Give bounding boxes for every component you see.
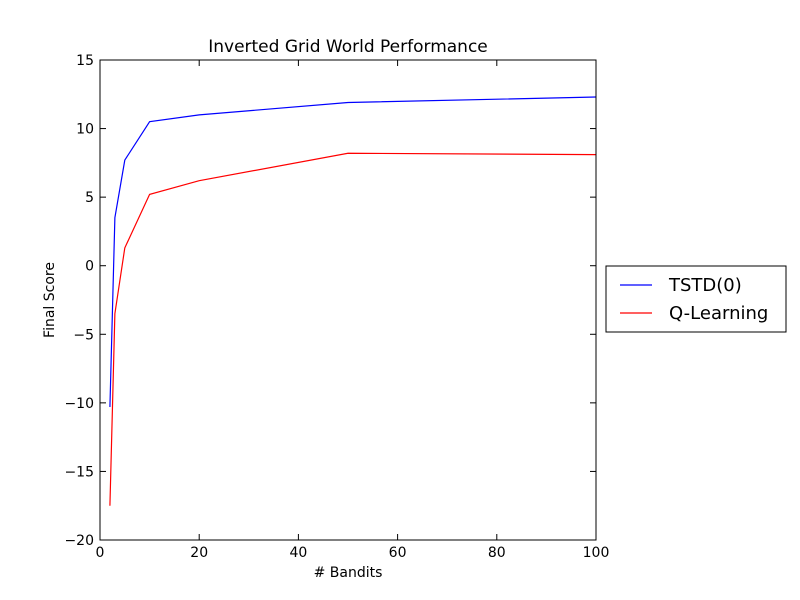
chart-title: Inverted Grid World Performance — [208, 37, 488, 57]
y-tick-label: −20 — [64, 533, 94, 549]
x-axis-title: # Bandits — [314, 565, 383, 581]
y-tick-label: −10 — [64, 396, 94, 412]
x-tick-label: 20 — [190, 545, 208, 561]
y-tick-label: 0 — [85, 259, 94, 275]
y-tick-label: 10 — [76, 122, 94, 138]
legend-label-0: TSTD(0) — [668, 275, 742, 296]
legend-label-1: Q-Learning — [669, 303, 768, 324]
series-line-0 — [109, 96, 597, 407]
x-tick-label: 40 — [289, 545, 307, 561]
legend-box — [605, 265, 787, 333]
plot-frame — [99, 59, 597, 541]
y-tick-label: −5 — [73, 327, 94, 343]
x-tick-label: 80 — [488, 545, 506, 561]
x-tick-label: 60 — [389, 545, 407, 561]
y-axis-title: Final Score — [42, 262, 58, 338]
y-tick-label: −15 — [64, 464, 94, 480]
legend: TSTD(0) Q-Learning — [605, 265, 787, 333]
ticks-layer: 0 20 40 60 80 100 −20 −15 −10 −5 0 5 10 15 — [64, 53, 609, 561]
x-tick-label: 0 — [96, 545, 105, 561]
series-layer — [109, 96, 597, 506]
y-tick-label: 15 — [76, 53, 94, 69]
x-tick-label: 100 — [583, 545, 610, 561]
series-line-1 — [109, 152, 597, 506]
y-tick-label: 5 — [85, 190, 94, 206]
